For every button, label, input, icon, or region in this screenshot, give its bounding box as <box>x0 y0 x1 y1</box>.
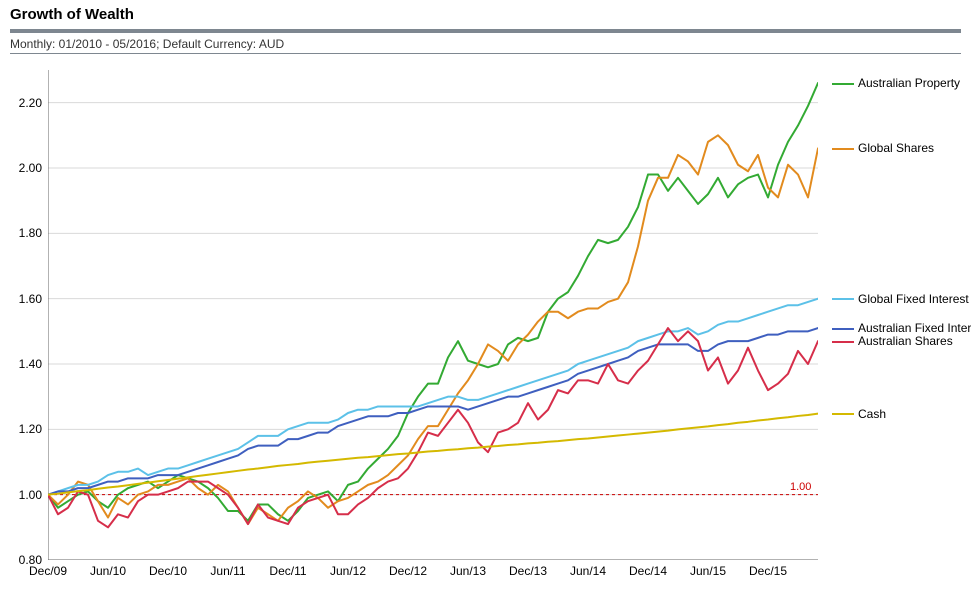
legend-label: Global Shares <box>858 141 934 155</box>
x-axis-label: Dec/10 <box>149 564 187 578</box>
x-axis-label: Dec/09 <box>29 564 67 578</box>
reference-line-label: 1.00 <box>790 481 811 493</box>
legend-item: Australian Property <box>832 76 960 90</box>
x-axis-label: Jun/10 <box>90 564 126 578</box>
legend-label: Australian Property <box>858 76 960 90</box>
chart-title: Growth of Wealth <box>10 6 961 27</box>
x-axis-label: Dec/12 <box>389 564 427 578</box>
legend-item: Cash <box>832 407 886 421</box>
legend-item: Global Shares <box>832 141 934 155</box>
x-axis-label: Dec/15 <box>749 564 787 578</box>
x-axis-label: Jun/11 <box>210 564 245 578</box>
y-axis-label: 1.20 <box>8 422 42 436</box>
legend-label: Global Fixed Interest <box>858 292 969 306</box>
chart-plot-area: 0.801.001.201.401.601.802.002.20 Dec/09J… <box>48 70 818 560</box>
x-axis-label: Jun/12 <box>330 564 366 578</box>
y-axis-label: 1.00 <box>8 488 42 502</box>
y-axis-label: 1.60 <box>8 292 42 306</box>
legend-swatch <box>832 413 854 415</box>
x-axis-label: Jun/15 <box>690 564 726 578</box>
title-rule <box>10 29 961 33</box>
legend-swatch <box>832 83 854 85</box>
legend-label: Cash <box>858 407 886 421</box>
y-axis-label: 1.80 <box>8 226 42 240</box>
legend-swatch <box>832 148 854 150</box>
x-axis-label: Dec/11 <box>269 564 306 578</box>
x-axis-label: Jun/14 <box>570 564 606 578</box>
x-axis-label: Dec/14 <box>629 564 667 578</box>
x-axis-label: Dec/13 <box>509 564 547 578</box>
legend-swatch <box>832 341 854 343</box>
legend-item: Global Fixed Interest <box>832 292 969 306</box>
legend-swatch <box>832 298 854 300</box>
y-axis-label: 2.20 <box>8 96 42 110</box>
y-axis-label: 2.00 <box>8 161 42 175</box>
legend-swatch <box>832 328 854 330</box>
legend-label: Australian Shares <box>858 334 953 348</box>
chart-subtitle: Monthly: 01/2010 - 05/2016; Default Curr… <box>10 37 961 53</box>
subtitle-rule <box>10 53 961 54</box>
x-axis-label: Jun/13 <box>450 564 486 578</box>
legend-label: Australian Fixed Interest <box>858 321 971 335</box>
y-axis-label: 1.40 <box>8 357 42 371</box>
legend-item: Australian Shares <box>832 334 953 348</box>
chart-svg <box>48 70 818 560</box>
legend-item: Australian Fixed Interest <box>832 321 971 335</box>
